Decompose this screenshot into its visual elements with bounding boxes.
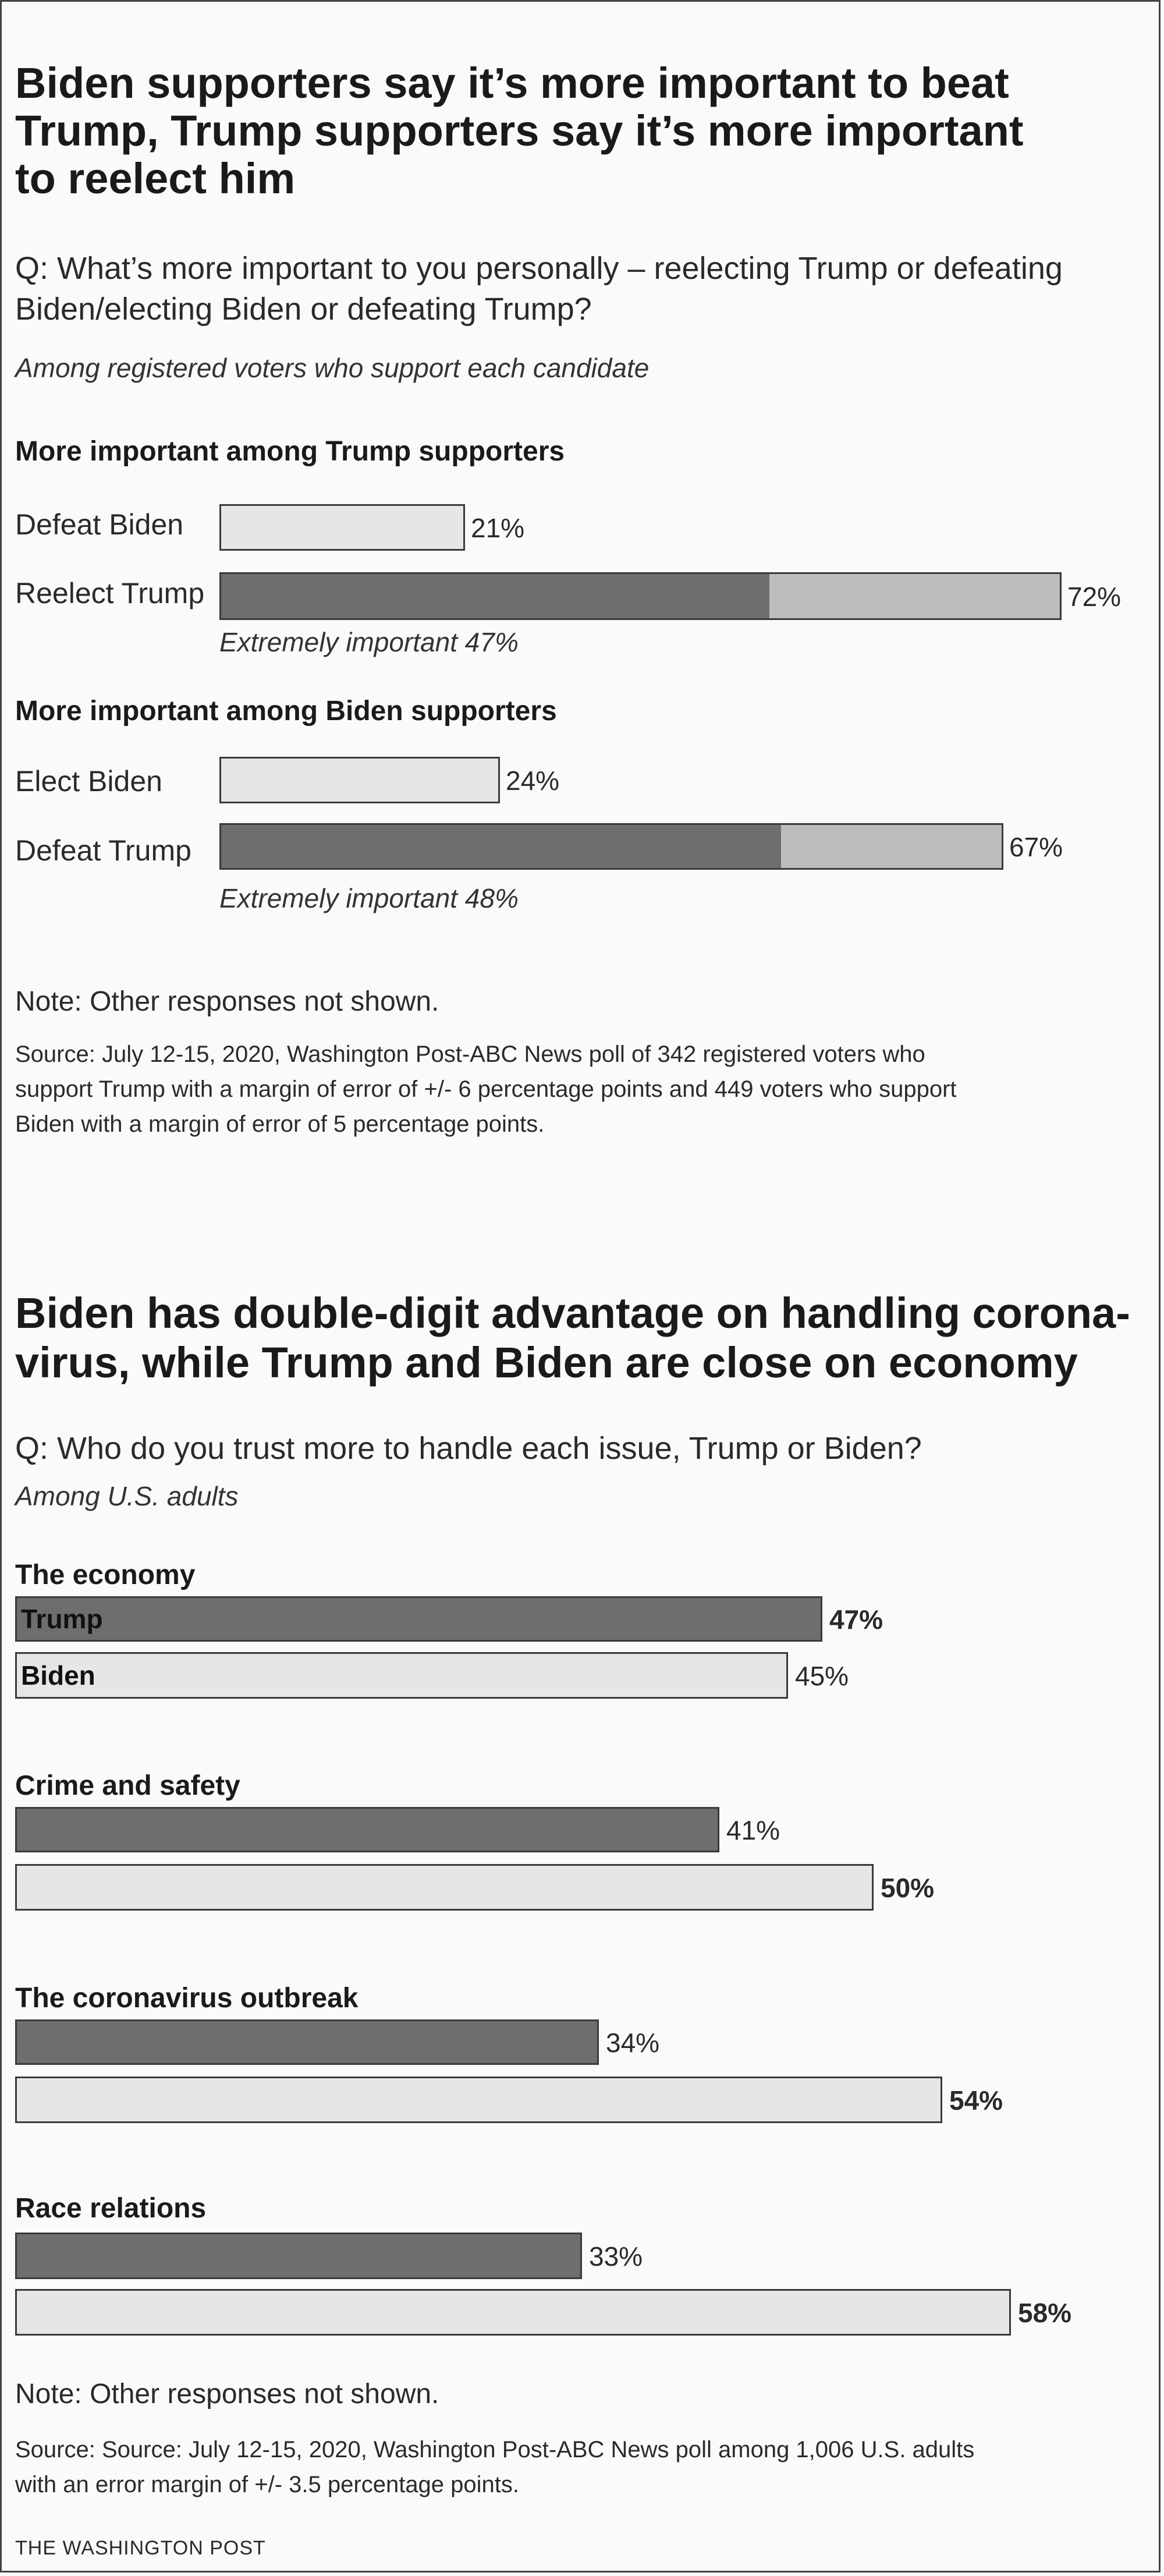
bar-trump-race-relations	[15, 2233, 582, 2279]
value-label-biden-the-economy: 45%	[795, 1661, 849, 1691]
chart2-title-line-2: virus, while Trump and Biden are close o…	[15, 1338, 1078, 1387]
value-label-trump-the-economy: 47%	[829, 1604, 883, 1635]
annotation-extremely-important-trump: Extremely important 47%	[219, 627, 519, 657]
chart2-subtitle: Among U.S. adults	[15, 1481, 239, 1511]
bar-trump-crime-and-safety	[15, 1807, 719, 1852]
chart1-question-line-2: Biden/electing Biden or defeating Trump?	[15, 292, 592, 327]
bar-biden-race-relations	[15, 2289, 1011, 2336]
category-label-coronavirus: The coronavirus outbreak	[15, 1983, 359, 2014]
category-label-race: Race relations	[15, 2193, 207, 2224]
chart1-source-line-1: Source: July 12-15, 2020, Washington Pos…	[15, 1041, 925, 1067]
value-label-defeat-biden: 21%	[471, 513, 525, 543]
series-label-biden: Biden	[21, 1660, 95, 1691]
value-label-biden-the-coronavirus-outbreak: 54%	[949, 2085, 1003, 2116]
bar-biden-crime-and-safety	[15, 1864, 874, 1911]
bar-defeat-biden	[219, 504, 465, 551]
bar-reelect-trump-extremely-important	[219, 572, 769, 620]
category-label-economy: The economy	[15, 1560, 196, 1590]
bar-elect-biden	[219, 757, 500, 803]
chart2-note: Note: Other responses not shown.	[15, 2379, 439, 2410]
value-label-reelect-trump: 72%	[1067, 582, 1122, 612]
chart1-title-line-2: Trump, Trump supporters say it’s more im…	[15, 107, 1024, 155]
bar-reelect-trump-other-important	[769, 572, 1062, 620]
row-label-elect-biden: Elect Biden	[15, 765, 162, 798]
category-label-crime: Crime and safety	[15, 1770, 240, 1801]
chart2-source-line-1: Source: Source: July 12-15, 2020, Washin…	[15, 2437, 975, 2462]
value-label-biden-crime-and-safety: 50%	[881, 1873, 935, 1903]
value-label-trump-crime-and-safety: 41%	[726, 1815, 780, 1845]
chart1-source-line-2: support Trump with a margin of error of …	[15, 1076, 957, 1102]
bar-trump-the-coronavirus-outbreak	[15, 2019, 599, 2065]
bar-defeat-trump-other-important	[781, 823, 1003, 870]
row-label-defeat-trump: Defeat Trump	[15, 834, 191, 867]
chart1-title-line-1: Biden supporters say it’s more important…	[15, 59, 1009, 107]
bar-trump-the-economy	[15, 1596, 822, 1642]
chart2-question: Q: Who do you trust more to handle each …	[15, 1431, 922, 1466]
series-label-trump: Trump	[21, 1604, 103, 1634]
value-label-biden-race-relations: 58%	[1018, 2298, 1072, 2328]
chart2-title-line-1: Biden has double-digit advantage on hand…	[15, 1289, 1130, 1337]
footer-credit: THE WASHINGTON POST	[15, 2537, 266, 2559]
chart1-question-line-1: Q: What’s more important to you personal…	[15, 251, 1063, 286]
chart1-source-line-3: Biden with a margin of error of 5 percen…	[15, 1111, 545, 1137]
value-label-elect-biden: 24%	[506, 766, 560, 796]
chart1-subtitle: Among registered voters who support each…	[15, 353, 650, 383]
value-label-defeat-trump: 67%	[1009, 832, 1063, 862]
row-label-defeat-biden: Defeat Biden	[15, 508, 184, 541]
group-heading-trump-supporters: More important among Trump supporters	[15, 436, 565, 467]
row-label-reelect-trump: Reelect Trump	[15, 577, 205, 610]
bar-biden-the-coronavirus-outbreak	[15, 2077, 942, 2123]
bar-defeat-trump-extremely-important	[219, 823, 781, 870]
value-label-trump-the-coronavirus-outbreak: 34%	[606, 2028, 660, 2058]
chart2-source-line-2: with an error margin of +/- 3.5 percenta…	[15, 2472, 520, 2497]
chart1-note: Note: Other responses not shown.	[15, 986, 439, 1017]
chart1-title-line-3: to reelect him	[15, 154, 296, 203]
group-heading-biden-supporters: More important among Biden supporters	[15, 696, 557, 727]
annotation-extremely-important-biden: Extremely important 48%	[219, 883, 519, 913]
value-label-trump-race-relations: 33%	[589, 2241, 643, 2272]
bar-biden-the-economy	[15, 1652, 788, 1699]
